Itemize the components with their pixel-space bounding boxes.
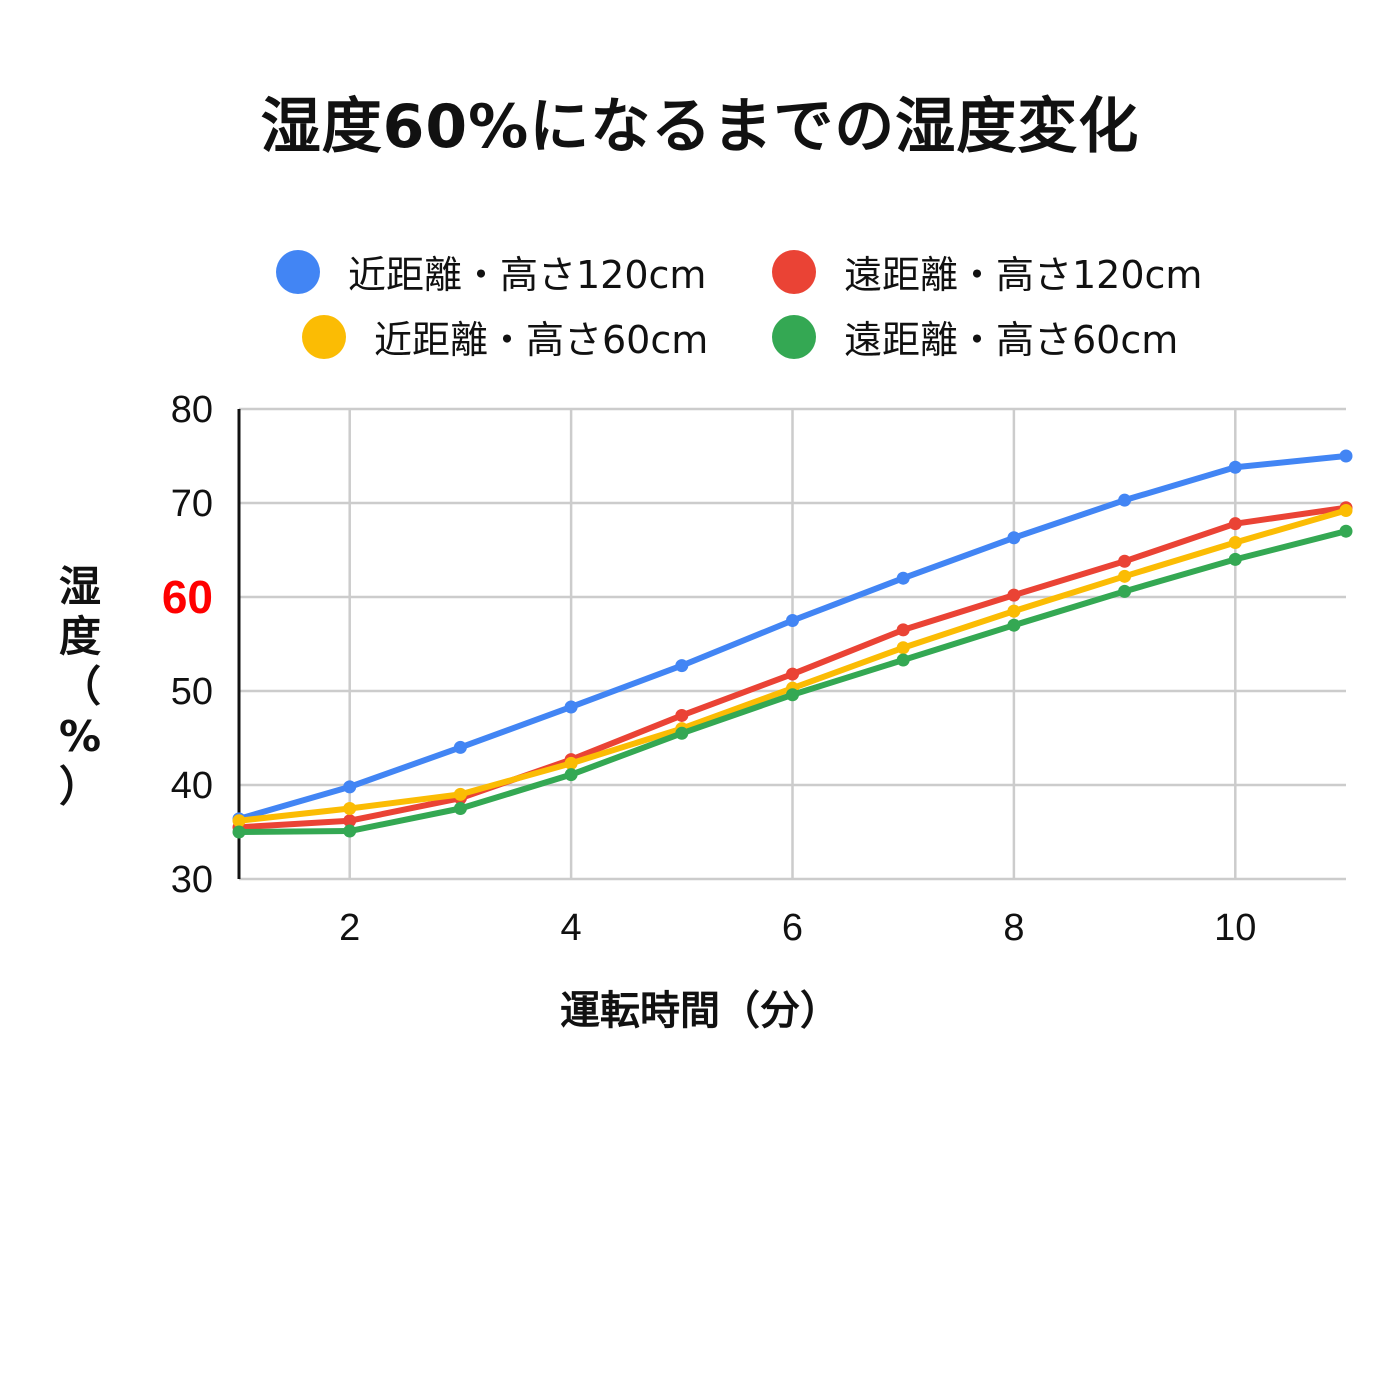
legend-item-near-60: 近距離・高さ60cm xyxy=(302,309,708,364)
legend-swatch xyxy=(302,314,346,359)
legend-item-far-120: 遠距離・高さ120cm xyxy=(772,244,1202,299)
x-tick-label: 6 xyxy=(782,907,803,949)
data-point xyxy=(896,641,910,655)
data-point xyxy=(564,756,578,770)
x-tick-label: 2 xyxy=(339,907,360,949)
y-tick-label: 40 xyxy=(171,765,213,807)
data-point xyxy=(1007,531,1021,545)
data-point xyxy=(453,740,467,754)
data-point xyxy=(1339,504,1353,518)
legend-item-far-60: 遠距離・高さ60cm xyxy=(772,309,1178,364)
data-point xyxy=(1228,552,1242,566)
y-axis-label: 湿度（%） xyxy=(52,562,108,812)
legend-label: 近距離・高さ120cm xyxy=(348,253,707,297)
y-tick-label: 60 xyxy=(162,571,213,623)
data-point xyxy=(786,688,799,702)
data-point xyxy=(896,623,910,637)
legend-label: 近距離・高さ60cm xyxy=(374,318,709,362)
data-point xyxy=(1118,493,1132,507)
x-tick-label: 8 xyxy=(1003,907,1024,949)
data-point xyxy=(564,700,578,714)
data-point xyxy=(343,814,357,828)
y-axis-label-char: 度 xyxy=(58,612,101,661)
data-point xyxy=(1118,584,1132,598)
data-point xyxy=(1339,449,1353,463)
data-point xyxy=(896,571,910,585)
data-point xyxy=(1007,588,1021,602)
y-axis-label-char: （ xyxy=(58,662,101,711)
data-point xyxy=(1228,517,1242,531)
data-point xyxy=(1339,524,1353,538)
x-axis-label: 運転時間（分） xyxy=(560,988,840,1034)
y-axis-label-char: ） xyxy=(58,762,101,811)
data-point xyxy=(1228,535,1242,549)
legend-item-near-120: 近距離・高さ120cm xyxy=(276,244,706,299)
legend-label: 遠距離・高さ120cm xyxy=(844,253,1203,297)
data-point xyxy=(453,787,467,801)
data-point xyxy=(1007,618,1021,632)
data-point xyxy=(786,614,799,627)
data-point xyxy=(896,653,910,667)
data-point xyxy=(1007,604,1021,618)
y-tick-label: 70 xyxy=(171,483,213,525)
chart-title: 湿度60%になるまでの湿度変化 xyxy=(260,92,1140,162)
data-point xyxy=(232,814,246,828)
legend-swatch xyxy=(772,249,816,294)
data-point xyxy=(564,768,578,782)
data-point xyxy=(232,825,246,839)
data-point xyxy=(1118,554,1132,568)
y-tick-label: 50 xyxy=(171,671,213,713)
data-point xyxy=(1118,569,1132,583)
data-point xyxy=(343,780,357,794)
y-axis-label-char: % xyxy=(58,712,102,761)
data-point xyxy=(453,802,467,815)
legend-swatch xyxy=(276,249,320,294)
legend-label: 遠距離・高さ60cm xyxy=(844,318,1179,362)
data-point xyxy=(786,667,799,681)
data-point xyxy=(675,708,689,722)
y-axis-label-char: 湿 xyxy=(58,562,101,611)
y-tick-label: 30 xyxy=(171,859,213,901)
x-tick-label: 4 xyxy=(561,907,582,949)
legend-swatch xyxy=(772,314,816,359)
data-point xyxy=(675,659,689,673)
data-point xyxy=(343,824,357,838)
data-point xyxy=(675,726,689,740)
x-tick-label: 10 xyxy=(1214,907,1256,949)
y-tick-label: 80 xyxy=(171,389,213,431)
data-point xyxy=(1228,460,1242,474)
data-point xyxy=(343,802,357,815)
